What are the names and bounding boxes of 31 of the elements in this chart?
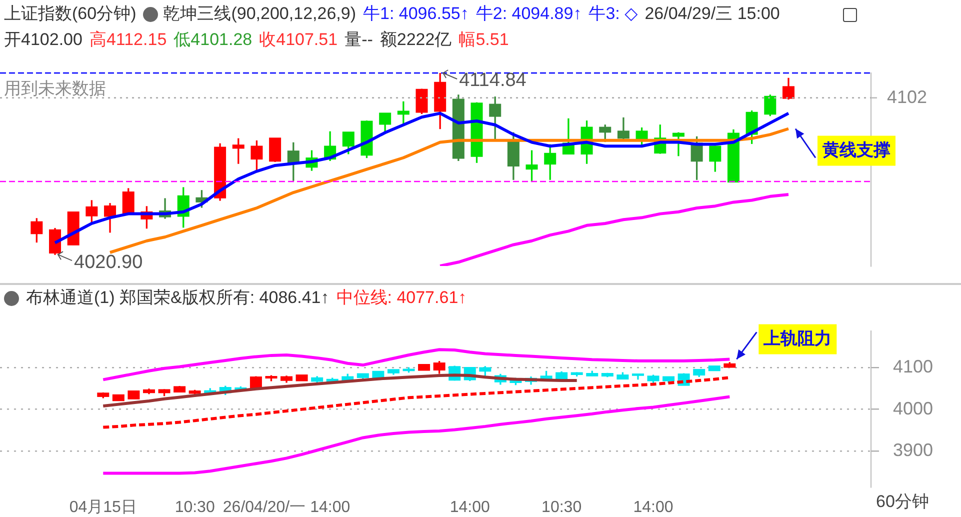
text: 额2222亿 — [380, 29, 452, 51]
text: 高4112.15 — [89, 29, 167, 51]
y-tick-label: 4000 — [893, 398, 934, 418]
y-tick-label: 3900 — [893, 440, 934, 460]
ref-line-label: 4102 — [887, 86, 928, 107]
text: 26/04/29/三 15:00 — [644, 3, 780, 25]
x-tick-label: 26/04/20/一 14:00 — [222, 499, 350, 516]
text: 牛3: ◇ — [588, 3, 638, 25]
annotation: 用到未来数据 — [4, 79, 106, 98]
annotation: 4114.84 — [459, 70, 527, 92]
chart-title: 布林通道(1) 郑国荣&版权所有: 4086.41↑ — [26, 287, 330, 309]
chart-subtitle: 乾坤三线(90,200,12,26,9) — [163, 3, 356, 25]
text: 牛2: 4094.89↑ — [476, 3, 582, 25]
text: 上轨阻力 — [762, 328, 832, 348]
text: 低4101.28 — [174, 29, 252, 51]
x-tick-label: 14:00 — [633, 499, 674, 516]
x-tick-label: 04月15日 — [69, 499, 137, 516]
y-tick-label: 4100 — [893, 356, 934, 377]
annotation: 4020.90 — [74, 252, 143, 273]
text: 中位线: 4077.61↑ — [336, 287, 467, 309]
text: 开4102.00 — [4, 29, 82, 51]
text: 牛1: 4096.55↑ — [363, 3, 469, 25]
chart-title: 上证指数(60分钟) — [4, 3, 136, 25]
x-tick-label: 10:30 — [174, 499, 215, 516]
x-tick-label: 14:00 — [450, 499, 490, 516]
text: 幅5.51 — [458, 29, 509, 51]
text: 黄线支撑 — [821, 140, 890, 160]
x-axis-title: 60分钟 — [876, 491, 929, 513]
text: 收4107.51 — [259, 29, 338, 51]
text: 量-- — [344, 29, 373, 51]
x-tick-label: 10:30 — [542, 499, 582, 516]
